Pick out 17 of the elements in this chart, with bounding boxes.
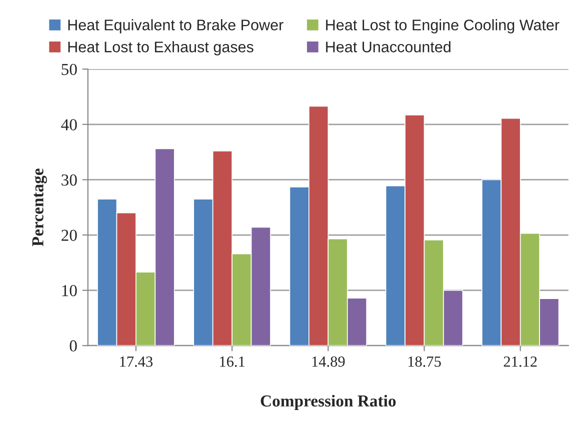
legend-label: Heat Lost to Exhaust gases (68, 41, 254, 56)
y-tick-label: 30 (62, 174, 77, 186)
x-tick-label: 18.75 (408, 356, 441, 367)
x-tick-label: 14.89 (312, 356, 345, 367)
y-tick-label: 50 (62, 64, 77, 76)
x-tick-label: 16.1 (220, 356, 245, 367)
x-tick-label: 17.43 (120, 356, 153, 367)
y-tick-label: 40 (61, 119, 77, 130)
legend-label: Heat Lost to Engine Cooling Water (326, 19, 560, 34)
y-tick-label: 20 (62, 230, 77, 241)
x-tick-label: 21.12 (504, 356, 537, 367)
x-axis-title: Compression Ratio (260, 394, 396, 410)
y-tick-label: 10 (62, 285, 77, 296)
legend-label: Heat Unaccounted (326, 41, 450, 52)
legend-label: Heat Equivalent to Brake Power (68, 19, 284, 34)
y-axis-title: Percentage (32, 168, 47, 246)
y-tick-label: 0 (70, 340, 77, 352)
